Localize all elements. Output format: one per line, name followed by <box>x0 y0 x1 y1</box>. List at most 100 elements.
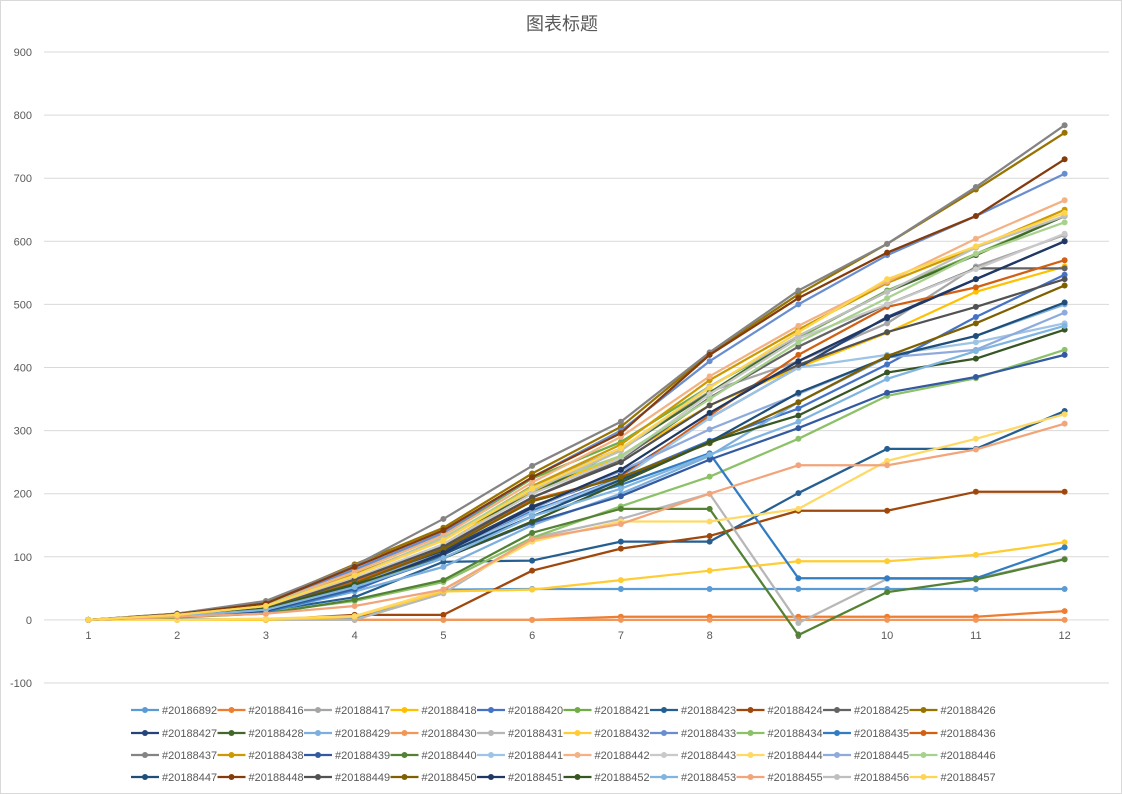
data-point <box>1061 556 1068 563</box>
data-point <box>1061 616 1068 623</box>
legend-swatch-marker <box>834 752 840 758</box>
data-point <box>617 505 624 512</box>
legend-item: #20188430 <box>390 728 477 740</box>
data-point <box>795 575 802 582</box>
legend-item: #20188450 <box>390 772 477 784</box>
legend-label: #20188435 <box>854 728 909 740</box>
data-point <box>884 315 891 322</box>
data-point <box>440 550 447 557</box>
series-line <box>88 422 1065 622</box>
data-point <box>529 567 536 574</box>
legend-label: #20188442 <box>595 750 650 762</box>
data-point <box>706 505 713 512</box>
series-20188436 <box>85 257 1068 623</box>
data-point <box>529 513 536 520</box>
data-point <box>1061 230 1068 237</box>
legend-item: #20188456 <box>823 772 909 784</box>
data-point <box>795 490 802 497</box>
series-line <box>88 131 1066 622</box>
data-point <box>529 485 536 492</box>
data-point <box>1061 608 1068 615</box>
data-point <box>795 351 802 358</box>
data-point <box>529 518 536 525</box>
data-point <box>706 402 713 409</box>
legend-item: #20188427 <box>131 728 217 740</box>
data-point <box>617 459 624 466</box>
legend-swatch-marker <box>488 730 494 736</box>
series-line <box>88 490 1065 622</box>
y-tick-label: 900 <box>14 47 32 59</box>
data-point <box>795 339 802 346</box>
series-line <box>88 124 1066 622</box>
legend-item: #20188453 <box>650 772 736 784</box>
data-point <box>529 474 536 481</box>
legend-swatch-marker <box>834 730 840 736</box>
y-tick-label: 100 <box>14 552 32 564</box>
series-20188437 <box>85 122 1068 623</box>
legend-swatch-marker <box>661 730 667 736</box>
y-tick-label: 300 <box>14 426 32 438</box>
legend-swatch-marker <box>574 730 581 736</box>
data-point <box>972 276 979 283</box>
data-point <box>351 596 358 603</box>
data-point <box>884 288 891 295</box>
legend-swatch-marker <box>142 707 148 713</box>
legend-swatch-marker <box>142 730 148 736</box>
data-point <box>972 339 979 346</box>
data-point <box>972 213 979 220</box>
data-point <box>706 351 713 358</box>
data-point <box>351 563 358 570</box>
legend-swatch-marker <box>747 707 754 713</box>
legend-item: #20188435 <box>823 728 909 740</box>
data-point <box>972 373 979 380</box>
data-point <box>1061 219 1068 226</box>
data-point <box>795 585 802 592</box>
chart-title: 图表标题 <box>526 14 598 34</box>
data-point <box>706 373 713 380</box>
data-point <box>1061 411 1068 418</box>
legend-label: #20188429 <box>335 728 390 740</box>
data-point <box>351 572 358 579</box>
data-point <box>795 425 802 432</box>
legend-item: #20188449 <box>304 772 390 784</box>
data-point <box>795 301 802 308</box>
y-axis-tick-labels: -100 0 100 200 300 400 500 600 700 800 900 <box>10 47 32 690</box>
data-point <box>706 391 713 398</box>
data-point <box>617 616 624 623</box>
data-point <box>795 418 802 425</box>
legend-item: #20186892 <box>131 705 217 717</box>
data-point <box>884 295 891 302</box>
legend-label: #20188417 <box>335 705 390 717</box>
data-point <box>351 603 358 610</box>
data-point <box>262 615 269 622</box>
data-point <box>440 577 447 584</box>
data-point <box>617 479 624 486</box>
series-20188457 <box>85 209 1068 623</box>
series-20188426 <box>85 129 1068 623</box>
x-tick-label: 1 <box>85 630 91 642</box>
y-tick-label: 600 <box>14 236 32 248</box>
legend-item: #20188441 <box>477 750 563 762</box>
data-point <box>529 536 536 543</box>
series-line <box>88 211 1066 622</box>
data-point <box>972 551 979 558</box>
data-point <box>972 184 979 191</box>
data-point <box>706 616 713 623</box>
data-point <box>884 361 891 368</box>
legend-swatch-marker <box>920 752 927 758</box>
series-20188456 <box>85 213 1068 623</box>
legend-label: #20188447 <box>162 772 217 784</box>
x-tick-label: 8 <box>707 630 713 642</box>
legend-label: #20188428 <box>249 728 304 740</box>
data-point <box>440 586 447 593</box>
data-point <box>706 518 713 525</box>
data-point <box>706 585 713 592</box>
data-point <box>972 585 979 592</box>
legend-swatch-marker <box>661 774 667 780</box>
legend-item: #20188421 <box>563 705 650 717</box>
legend-swatch-marker <box>228 774 235 780</box>
legend-swatch-marker <box>920 730 927 736</box>
data-point <box>972 446 979 453</box>
legend-label: #20188436 <box>941 728 996 740</box>
x-tick-label: 4 <box>352 630 358 642</box>
